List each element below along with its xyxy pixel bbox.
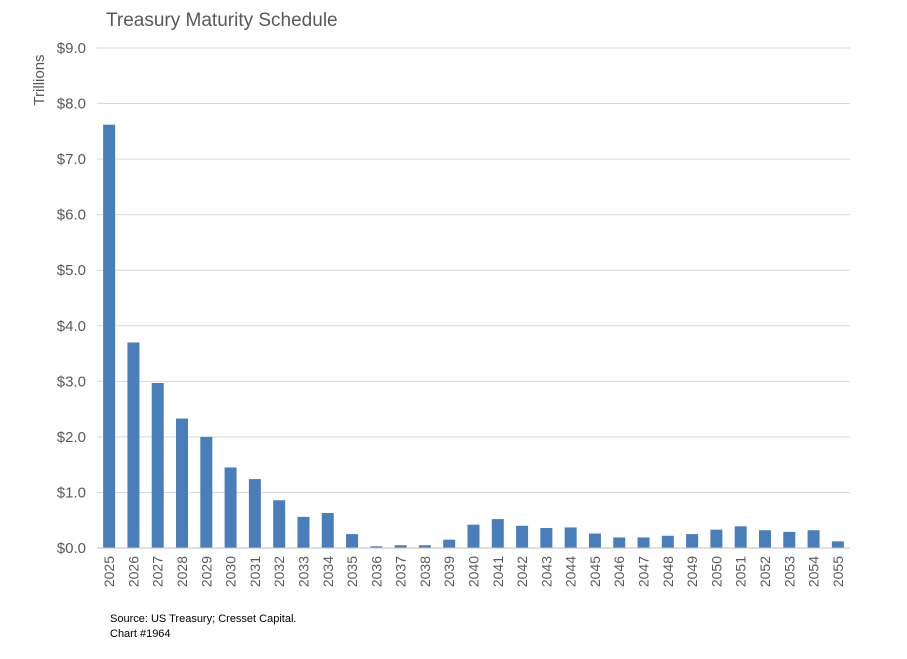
bar-2038: [418, 545, 431, 548]
x-tick-label: 2030: [223, 556, 239, 587]
y-tick-label: $2.0: [57, 429, 86, 446]
y-tick-label: $6.0: [57, 207, 86, 224]
gridlines: [97, 47, 850, 493]
bar-2054: [807, 530, 820, 548]
x-tick-label: 2041: [490, 556, 506, 587]
x-tick-label: 2050: [708, 556, 724, 587]
x-tick-label: 2028: [174, 556, 190, 587]
bar-2033: [297, 516, 310, 548]
x-tick-label: 2040: [466, 556, 482, 587]
bar-2042: [516, 525, 529, 548]
x-tick-label: 2045: [587, 556, 603, 587]
y-axis-label: Trillions: [31, 54, 48, 105]
bar-2052: [758, 530, 771, 548]
bar-2034: [321, 513, 334, 548]
y-tick-label: $8.0: [57, 96, 86, 113]
bar-2045: [588, 533, 601, 548]
bar-2035: [346, 534, 359, 548]
bar-2047: [637, 537, 650, 548]
bar-2041: [491, 519, 504, 548]
chart-title: Treasury Maturity Schedule: [106, 10, 338, 31]
y-tick-label: $5.0: [57, 262, 86, 279]
x-tick-label: 2055: [830, 556, 846, 587]
x-tick-label: 2036: [368, 556, 384, 587]
x-tick-label: 2026: [125, 556, 141, 587]
y-tick-label: $9.0: [57, 40, 86, 57]
chart-number: Chart #1964: [110, 628, 171, 640]
x-tick-label: 2046: [611, 556, 627, 587]
x-axis-ticks: 2025 2026 2027 2028 2029 2030 2031 2032 2033 2034…: [101, 556, 846, 587]
y-tick-label: $0.0: [57, 540, 86, 557]
bar-2053: [783, 531, 796, 548]
bar-2025: [103, 124, 116, 549]
bar-2026: [127, 342, 140, 548]
x-tick-label: 2033: [295, 556, 311, 587]
x-tick-label: 2053: [781, 556, 797, 587]
x-tick-label: 2044: [563, 556, 579, 587]
bar-2055: [831, 541, 844, 548]
x-tick-label: 2035: [344, 556, 360, 587]
bar-2046: [613, 537, 626, 548]
x-tick-label: 2038: [417, 556, 433, 587]
bar-2031: [248, 479, 261, 548]
x-tick-label: 2049: [684, 556, 700, 587]
bar-2032: [273, 500, 286, 548]
x-tick-label: 2037: [393, 556, 409, 587]
x-tick-label: 2032: [271, 556, 287, 587]
bar-2044: [564, 527, 577, 548]
x-tick-label: 2027: [150, 556, 166, 587]
x-tick-label: 2025: [101, 556, 117, 587]
x-tick-label: 2051: [733, 556, 749, 587]
source-note: Source: US Treasury; Cresset Capital.: [110, 613, 297, 625]
bar-2036: [370, 546, 383, 548]
x-tick-label: 2029: [198, 556, 214, 587]
x-tick-label: 2048: [660, 556, 676, 587]
x-tick-label: 2043: [538, 556, 554, 587]
bar-2029: [200, 436, 213, 548]
bar-2048: [661, 535, 674, 548]
x-tick-label: 2052: [757, 556, 773, 587]
bar-chart: Treasury Maturity Schedule Trillions $0.…: [31, 10, 850, 587]
bar-2030: [224, 467, 237, 548]
x-tick-label: 2054: [806, 556, 822, 587]
y-axis-ticks: $0.0 $1.0 $2.0 $3.0 $4.0 $5.0 $6.0 $7.0 $8.0 $9.0: [57, 40, 86, 557]
bar-2051: [734, 526, 747, 548]
bars: [103, 124, 844, 549]
y-tick-label: $4.0: [57, 318, 86, 335]
bar-2049: [686, 534, 699, 548]
bar-2050: [710, 529, 723, 548]
x-tick-label: 2042: [514, 556, 530, 587]
y-tick-label: $7.0: [57, 151, 86, 168]
bar-2043: [540, 528, 553, 548]
bar-2028: [176, 418, 189, 548]
bar-2037: [394, 545, 407, 548]
bar-2040: [467, 524, 480, 548]
x-tick-label: 2034: [320, 556, 336, 587]
y-tick-label: $1.0: [57, 484, 86, 501]
bar-2027: [151, 383, 164, 548]
y-tick-label: $3.0: [57, 373, 86, 390]
x-tick-label: 2031: [247, 556, 263, 587]
bar-2039: [443, 539, 456, 548]
x-tick-label: 2047: [636, 556, 652, 587]
x-tick-label: 2039: [441, 556, 457, 587]
